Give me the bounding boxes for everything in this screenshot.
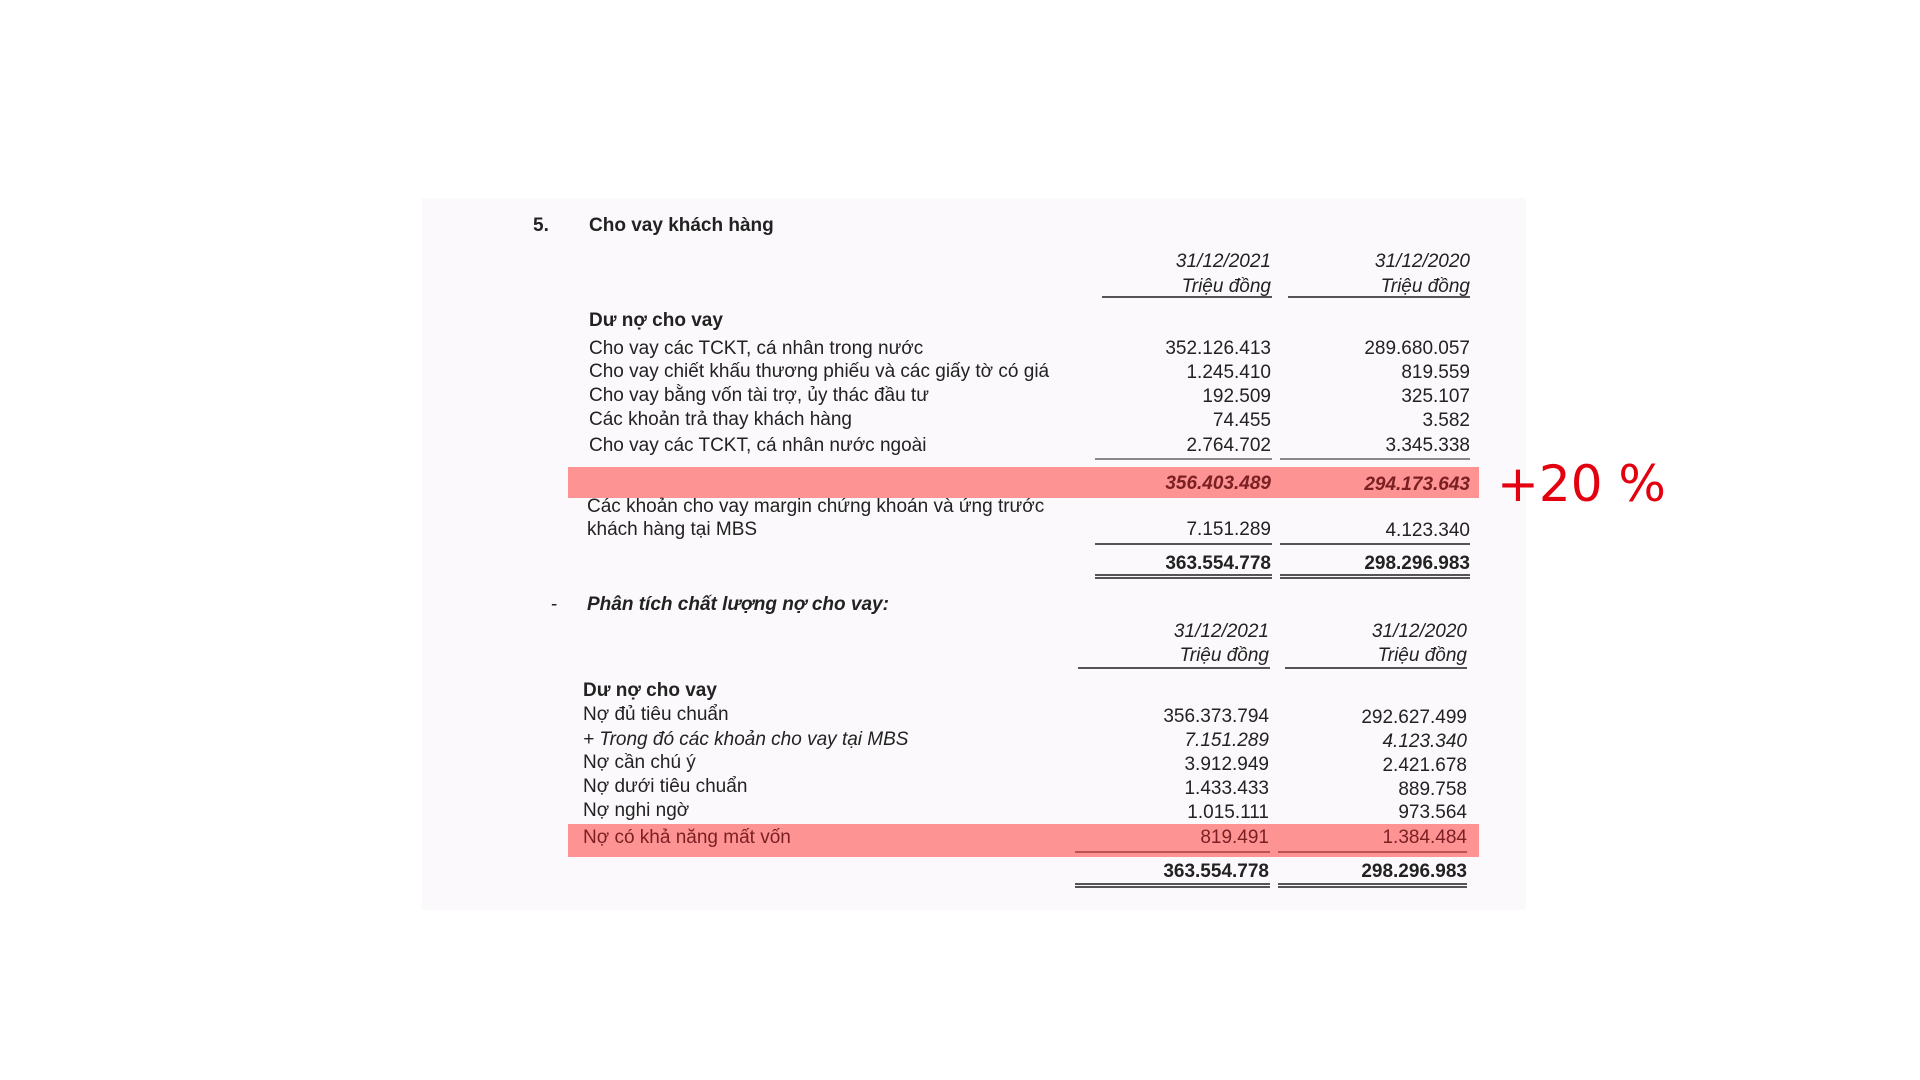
row-value-2021: 356.373.794 (1163, 706, 1269, 727)
row-value-2020: 4.123.340 (1382, 731, 1467, 752)
row-value-2021: 7.151.289 (1184, 730, 1269, 751)
header-underline (1102, 296, 1272, 298)
total-rule (1280, 543, 1470, 545)
section-number: 5. (533, 215, 549, 236)
section-title: Cho vay khách hàng (589, 215, 774, 236)
row-label: Nợ đủ tiêu chuẩn (583, 704, 729, 725)
col-header-2020-date: 31/12/2020 (1371, 621, 1467, 642)
row-label: Cho vay các TCKT, cá nhân nước ngoài (589, 435, 927, 456)
row-label: Nợ có khả năng mất vốn (583, 827, 791, 848)
row-value-2021: 74.455 (1212, 410, 1271, 431)
margin-value-2020: 4.123.340 (1385, 520, 1470, 541)
row-value-2021: 1.245.410 (1186, 362, 1271, 383)
row-value-2020: 973.564 (1398, 802, 1467, 823)
total-2021: 363.554.778 (1165, 553, 1271, 574)
total-double-rule (1075, 883, 1270, 888)
row-label: Cho vay bằng vốn tài trợ, ủy thác đầu tư (589, 385, 929, 406)
row-value-2021: 1.433.433 (1184, 778, 1269, 799)
row-label: + Trong đó các khoản cho vay tại MBS (583, 729, 909, 750)
margin-label-line1: Các khoản cho vay margin chứng khoán và … (587, 496, 1045, 517)
row-value-2021: 192.509 (1202, 386, 1271, 407)
total-rule (1278, 851, 1467, 853)
row-label: Cho vay các TCKT, cá nhân trong nước (589, 338, 924, 359)
subtotal-2021: 356.403.489 (1165, 473, 1271, 494)
subtotal-rule (1280, 458, 1470, 460)
col-header-2020-unit: Triệu đồng (1380, 276, 1470, 297)
col-header-2021-date: 31/12/2021 (1173, 621, 1269, 642)
header-underline (1078, 667, 1270, 669)
growth-annotation: +20 % (1497, 455, 1666, 513)
total-rule (1095, 543, 1272, 545)
row-value-2020: 289.680.057 (1364, 338, 1470, 359)
row-label: Cho vay chiết khấu thương phiếu và các g… (589, 361, 1050, 382)
subtotal-highlight (568, 467, 1479, 498)
header-underline (1285, 667, 1467, 669)
row-value-2021: 1.015.111 (1187, 802, 1269, 823)
row-label: Nợ dưới tiêu chuẩn (583, 776, 748, 797)
total-double-rule (1095, 574, 1272, 579)
row-value-2020: 889.758 (1398, 779, 1467, 800)
row-value-2021: 3.912.949 (1184, 754, 1269, 775)
row-value-2020: 1.384.484 (1382, 827, 1467, 848)
section2-title: Phân tích chất lượng nợ cho vay: (587, 594, 889, 615)
row-label: Nợ nghi ngờ (583, 800, 690, 821)
col-header-2020-date: 31/12/2020 (1374, 251, 1470, 272)
row-value-2020: 819.559 (1401, 362, 1470, 383)
row-value-2020: 2.421.678 (1382, 755, 1467, 776)
group-label: Dư nợ cho vay (583, 680, 717, 701)
document-page (422, 198, 1526, 910)
margin-value-2021: 7.151.289 (1186, 519, 1271, 540)
total-2020: 298.296.983 (1361, 861, 1467, 882)
row-value-2021: 819.491 (1200, 827, 1269, 848)
total-2021: 363.554.778 (1163, 861, 1269, 882)
row-label: Các khoản trả thay khách hàng (589, 409, 853, 430)
row-value-2020: 3.582 (1422, 410, 1470, 431)
group-label: Dư nợ cho vay (589, 310, 723, 331)
total-rule (1075, 851, 1270, 853)
col-header-2021-unit: Triệu đồng (1181, 276, 1271, 297)
row-label: Nợ cần chú ý (583, 752, 696, 773)
total-double-rule (1280, 574, 1470, 579)
header-underline (1288, 296, 1470, 298)
col-header-2021-unit: Triệu đồng (1179, 645, 1269, 666)
section2-bullet: - (551, 594, 558, 615)
col-header-2020-unit: Triệu đồng (1377, 645, 1467, 666)
row-value-2021: 352.126.413 (1165, 338, 1271, 359)
col-header-2021-date: 31/12/2021 (1175, 251, 1271, 272)
subtotal-rule (1095, 458, 1272, 460)
row-value-2020: 292.627.499 (1361, 707, 1467, 728)
subtotal-2020: 294.173.643 (1364, 474, 1470, 495)
total-2020: 298.296.983 (1364, 553, 1470, 574)
row-value-2021: 2.764.702 (1186, 435, 1271, 456)
total-double-rule (1278, 883, 1467, 888)
margin-label-line2: khách hàng tại MBS (587, 519, 758, 540)
row-value-2020: 3.345.338 (1385, 435, 1470, 456)
row-value-2020: 325.107 (1401, 386, 1470, 407)
